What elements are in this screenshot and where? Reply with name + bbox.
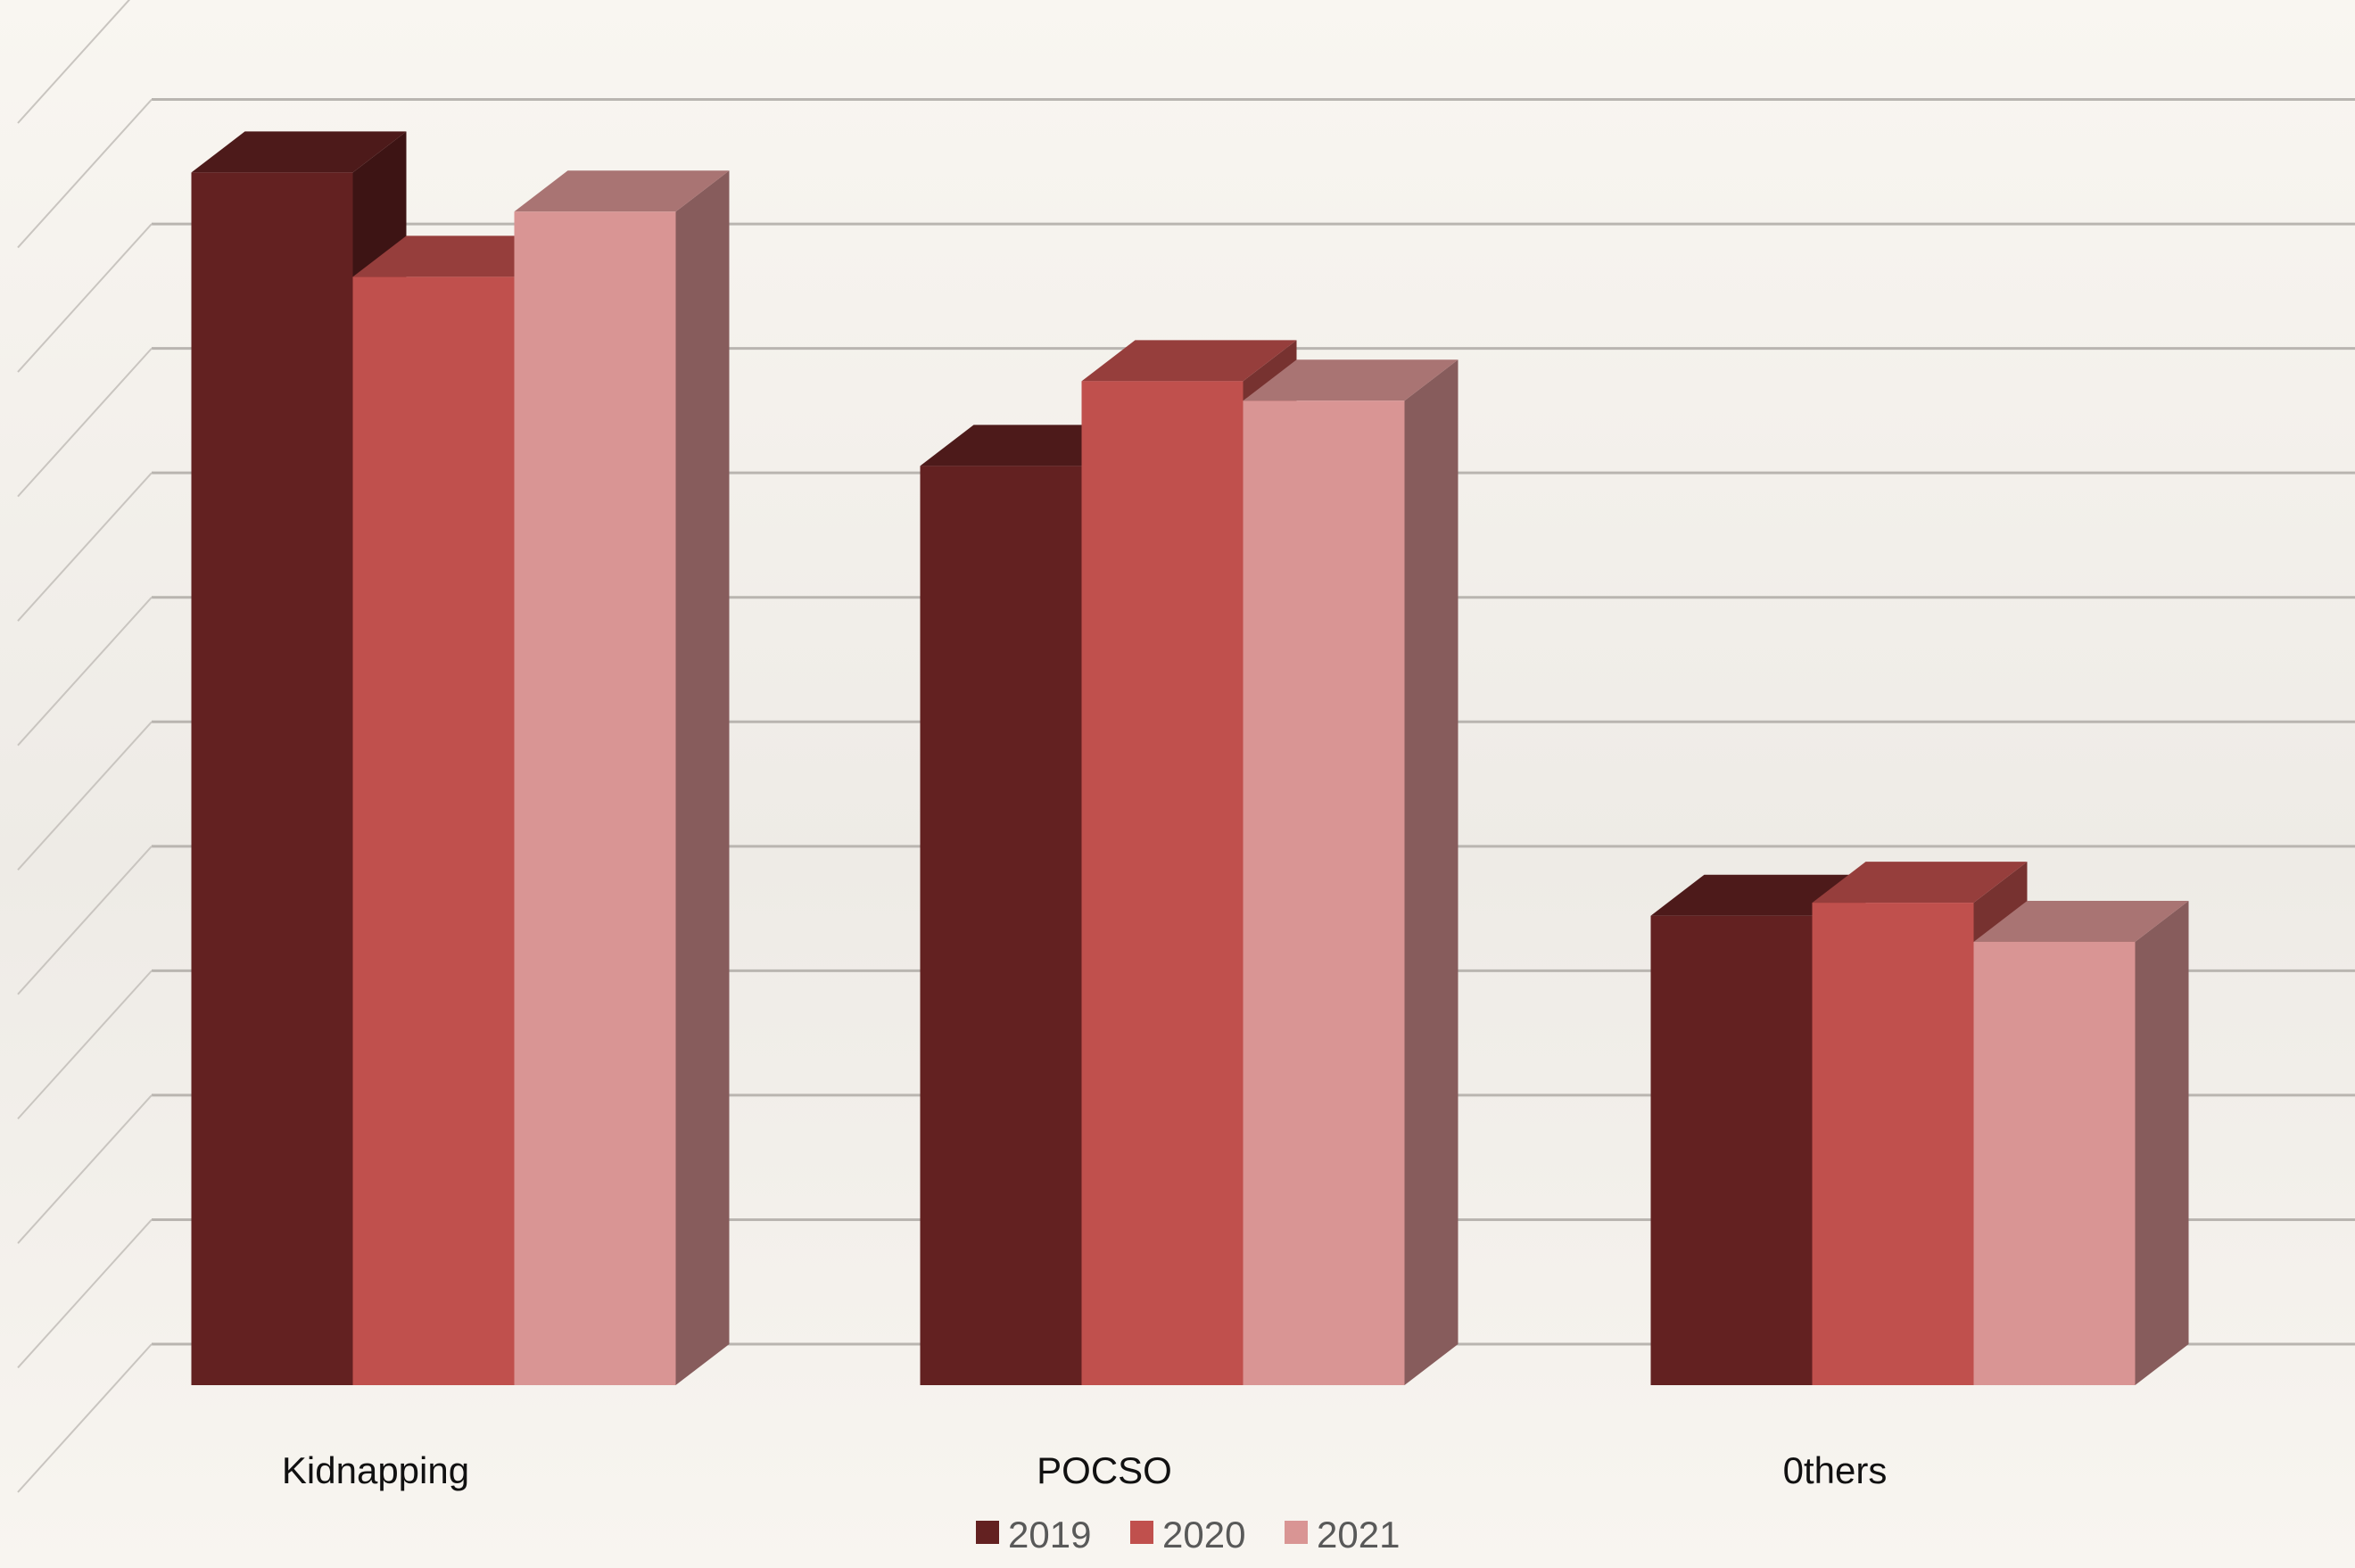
gridline-side [17, 721, 153, 871]
bars [191, 131, 2189, 1385]
gridline-side [17, 98, 153, 249]
bar-top [514, 170, 730, 212]
gridline-side [17, 1094, 153, 1244]
bar-front [514, 211, 676, 1385]
category-label: 0thers [1783, 1449, 1888, 1491]
bar-front [1973, 941, 2136, 1385]
bar-kidnapping-2021 [514, 170, 730, 1385]
bar-front [920, 466, 1082, 1385]
gridline-side [17, 846, 153, 995]
bar-front [352, 276, 515, 1385]
bar-top [1243, 359, 1458, 401]
category-label: Kidnapping [282, 1449, 469, 1491]
gridline-side [17, 970, 153, 1120]
gridline-side [17, 472, 153, 622]
bar-top [1650, 874, 1866, 916]
legend-label: 2020 [1162, 1514, 1245, 1556]
legend: 2019 2020 2021 [976, 1514, 1400, 1556]
bar-top [1812, 862, 2028, 904]
category-labels: Kidnapping POCSO 0thers [282, 1449, 1887, 1491]
bar-top [352, 235, 568, 277]
category-label: POCSO [1037, 1449, 1172, 1491]
legend-item: 2021 [1285, 1514, 1400, 1556]
legend-label: 2019 [1008, 1514, 1091, 1556]
gridline-side [17, 597, 153, 747]
legend-item: 2020 [1130, 1514, 1245, 1556]
bar-front [1812, 903, 1974, 1385]
bar-front [191, 172, 353, 1385]
legend-item: 2019 [976, 1514, 1091, 1556]
bar-side [2135, 900, 2189, 1385]
bar-top [920, 425, 1136, 466]
legend-swatch [976, 1521, 999, 1544]
bar-0thers-2021 [1973, 900, 2189, 1385]
gridline-side [17, 223, 153, 373]
bar-front [1650, 915, 1813, 1385]
bar-front [1081, 381, 1244, 1385]
legend-label: 2021 [1317, 1514, 1400, 1556]
bar-pocso-2021 [1243, 359, 1458, 1385]
bar-top [1081, 340, 1297, 382]
legend-swatch [1130, 1521, 1153, 1544]
bar-front [1243, 400, 1405, 1385]
bar-top [191, 131, 407, 173]
gridline-side [17, 0, 131, 124]
gridline-side [17, 1343, 153, 1493]
bar-side [1404, 359, 1458, 1385]
gridline-side [17, 347, 153, 498]
gridline-side [17, 1218, 153, 1369]
legend-swatch [1285, 1521, 1308, 1544]
bar-side [675, 170, 730, 1385]
bar-top [1973, 900, 2189, 942]
